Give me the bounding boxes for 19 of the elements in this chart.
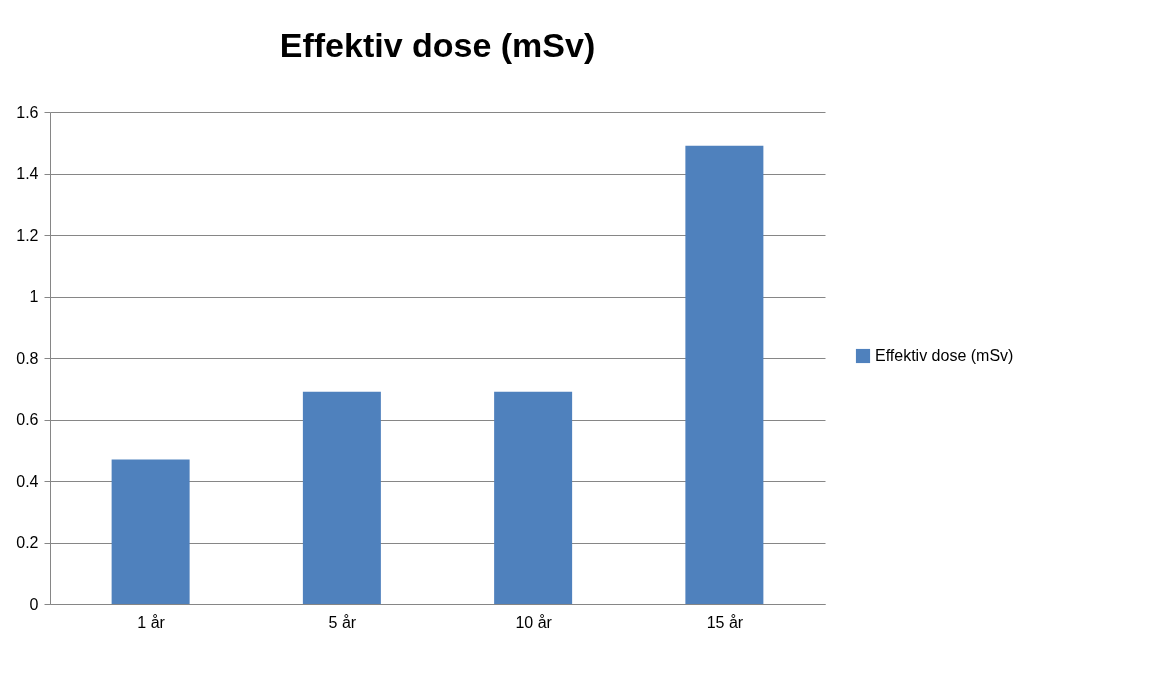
bar — [111, 459, 190, 604]
y-tick-label: 0.2 — [16, 534, 39, 551]
x-tick-label: 10 år — [515, 613, 553, 631]
x-tick-label: 15 år — [706, 613, 744, 631]
x-tick-label: 5 år — [328, 613, 357, 631]
y-tick-label: 1 — [29, 288, 39, 305]
y-tick-label: 1.6 — [16, 103, 39, 121]
legend-label: Effektiv dose (mSv) — [875, 347, 1014, 364]
chart-title: Effektiv dose (mSv) — [279, 26, 596, 64]
y-tick-label: 1.4 — [16, 165, 39, 182]
y-tick-label: 0.8 — [16, 349, 39, 367]
bar — [494, 391, 573, 604]
y-tick-label: 0 — [29, 595, 39, 613]
bar — [685, 145, 764, 604]
y-tick-label: 1.2 — [16, 226, 39, 244]
bar — [302, 391, 381, 604]
y-tick-label: 0.4 — [16, 472, 39, 490]
x-tick-label: 1 år — [137, 613, 166, 631]
y-tick-label: 0.6 — [16, 411, 39, 428]
